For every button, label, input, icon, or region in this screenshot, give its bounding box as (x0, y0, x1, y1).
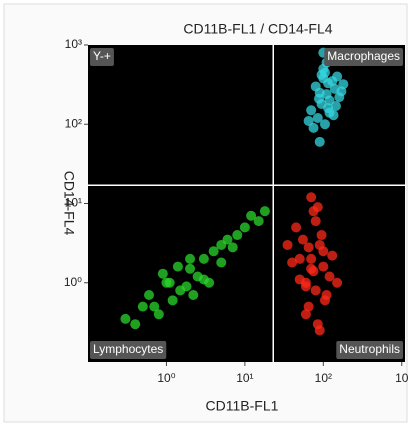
point (330, 100, 341, 111)
quadrant-label-bg (90, 48, 114, 66)
point (316, 69, 327, 80)
point (246, 210, 257, 221)
plot-area (88, 45, 405, 362)
y-axis-label: CD14-FL4 (61, 171, 77, 236)
point (282, 239, 293, 250)
quadrant-label: Macrophages (324, 48, 403, 66)
point (120, 313, 131, 324)
y-tick-label: 10³ (65, 37, 82, 51)
point (312, 112, 323, 123)
point (222, 234, 233, 245)
point (157, 268, 168, 279)
point (314, 325, 325, 336)
point (198, 253, 209, 264)
point (308, 122, 319, 133)
point (167, 295, 178, 306)
quadrant-label-text: Y-+ (93, 49, 111, 63)
quadrant-label: Y-+ (90, 48, 114, 66)
chart-title: CD11B-FL1 / CD14-FL4 (183, 21, 332, 37)
point (198, 274, 209, 285)
point (239, 222, 250, 233)
point (306, 105, 317, 116)
point (336, 86, 347, 97)
point (300, 309, 311, 320)
point (216, 257, 227, 268)
point (314, 136, 325, 147)
quadrant-label: Neutrophils (336, 341, 403, 359)
point (313, 93, 324, 104)
x-axis-label: CD11B-FL1 (206, 398, 279, 414)
point (172, 261, 183, 272)
y-tick-label: 10² (65, 116, 82, 130)
point (312, 202, 323, 213)
point (130, 319, 141, 330)
point (332, 277, 343, 288)
point (319, 119, 330, 130)
point (303, 115, 314, 126)
point (137, 301, 148, 312)
quadrant-label-text: Macrophages (327, 49, 400, 63)
point (181, 281, 192, 292)
x-tick-label: 10 (395, 371, 409, 385)
point (310, 285, 321, 296)
point (324, 271, 335, 282)
point (294, 274, 305, 285)
quadrant-label-text: Neutrophils (339, 342, 400, 356)
point (208, 246, 219, 257)
point (259, 206, 270, 217)
point (306, 192, 317, 203)
quadrant-label-text: Lymphocytes (93, 342, 163, 356)
point (319, 295, 330, 306)
point (303, 301, 314, 312)
quadrant-label-bg (90, 341, 167, 359)
point (253, 216, 264, 227)
point (308, 266, 319, 277)
points (120, 47, 349, 336)
point (185, 263, 196, 274)
point (327, 250, 338, 261)
point (144, 290, 155, 301)
point (321, 89, 332, 100)
point (300, 281, 311, 292)
point (188, 290, 199, 301)
point (149, 301, 160, 312)
point (318, 261, 329, 272)
point (291, 222, 302, 233)
point (153, 309, 164, 320)
point (303, 242, 314, 253)
point (294, 253, 305, 264)
quadrant-label: Lymphocytes (90, 341, 167, 359)
x-tick-label: 10¹ (236, 371, 253, 385)
x-tick-label: 10² (315, 371, 332, 385)
point (232, 230, 243, 241)
point (185, 253, 196, 264)
point (287, 257, 298, 268)
quadrant-label-bg (336, 341, 403, 359)
point (164, 277, 175, 288)
point (318, 246, 329, 257)
y-tick-label: 10¹ (65, 196, 82, 210)
point (324, 107, 335, 118)
quadrant-label-bg (324, 48, 403, 66)
point (227, 242, 238, 253)
point (323, 78, 334, 89)
point (316, 230, 327, 241)
point (306, 253, 317, 264)
point (310, 216, 321, 227)
x-tick-label: 10⁰ (157, 371, 175, 385)
point (297, 234, 308, 245)
y-tick-label: 10⁰ (64, 275, 82, 289)
